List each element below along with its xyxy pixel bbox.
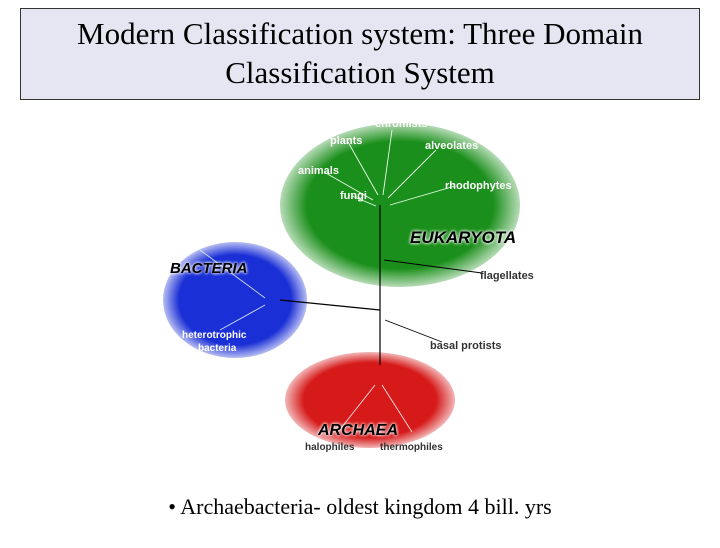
branch-line (352, 196, 376, 206)
title-bar: Modern Classification system: Three Doma… (20, 8, 700, 100)
bullet-archaebacteria: Archaebacteria- oldest kingdom 4 bill. y… (0, 494, 720, 520)
branch-line (280, 300, 380, 310)
branch-line (385, 320, 442, 342)
branch-line (382, 385, 412, 432)
branch-line (388, 150, 436, 198)
page-title: Modern Classification system: Three Doma… (31, 15, 689, 93)
branch-line (383, 130, 392, 195)
three-domain-diagram: EUKARYOTABACTERIAARCHAEAchromistsplantsa… (120, 110, 600, 470)
branch-line (348, 142, 378, 195)
branch-line (324, 172, 373, 200)
branch-line (338, 385, 375, 432)
branch-line (220, 305, 265, 330)
branch-line (200, 250, 265, 298)
branch-line (384, 260, 482, 273)
branch-line (390, 186, 455, 205)
branch-lines (120, 110, 600, 470)
